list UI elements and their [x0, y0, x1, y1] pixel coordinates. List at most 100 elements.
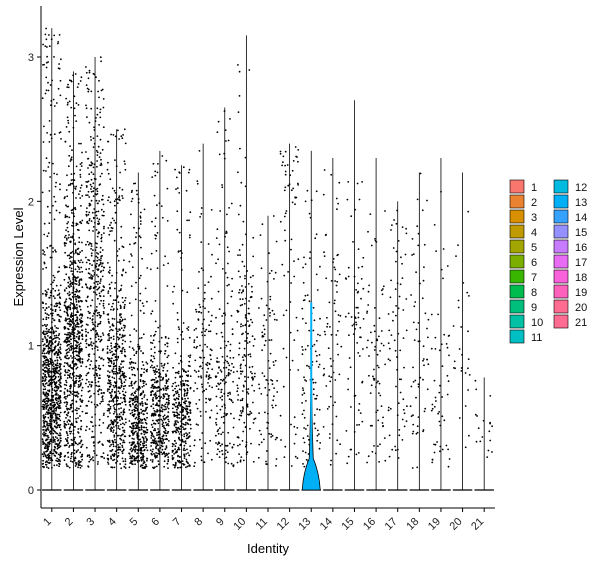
data-point	[389, 359, 391, 362]
data-point	[141, 442, 144, 445]
data-point	[263, 375, 266, 378]
data-point	[52, 439, 55, 442]
data-point	[58, 366, 61, 368]
data-point	[250, 442, 252, 445]
data-point	[236, 390, 239, 393]
data-point	[80, 76, 83, 79]
data-point	[101, 396, 103, 399]
data-point	[216, 131, 219, 134]
data-point	[44, 394, 47, 397]
data-point	[91, 211, 94, 214]
data-point	[106, 347, 109, 350]
data-point	[153, 351, 156, 354]
data-point	[95, 229, 98, 231]
data-point	[224, 129, 227, 132]
data-point	[53, 34, 56, 37]
data-point	[86, 359, 89, 362]
data-point	[68, 234, 70, 236]
data-point	[210, 349, 213, 352]
data-point	[134, 449, 136, 452]
data-point	[124, 418, 127, 420]
data-point	[388, 329, 391, 332]
data-point	[248, 325, 251, 328]
data-point	[75, 354, 78, 357]
data-point	[52, 361, 54, 364]
data-point	[134, 390, 137, 392]
data-point	[130, 397, 133, 400]
data-point	[48, 342, 50, 345]
data-point	[97, 220, 100, 223]
data-point	[114, 382, 117, 385]
data-point	[136, 432, 139, 435]
data-point	[102, 312, 105, 315]
data-point	[252, 274, 254, 277]
data-point	[92, 275, 94, 278]
data-point	[76, 322, 79, 325]
data-point	[279, 220, 282, 223]
data-point	[199, 216, 202, 218]
data-point	[239, 370, 242, 373]
data-point	[57, 458, 60, 461]
data-point	[160, 442, 163, 444]
data-point	[185, 437, 188, 440]
data-point	[73, 383, 76, 385]
data-point	[97, 145, 100, 148]
data-point	[162, 397, 165, 400]
data-point	[122, 422, 124, 425]
data-point	[78, 281, 80, 283]
data-point	[117, 444, 119, 446]
data-point	[240, 456, 243, 458]
data-point	[87, 358, 90, 361]
data-point	[141, 302, 144, 305]
data-point	[64, 423, 67, 425]
data-point	[355, 453, 358, 456]
data-point	[71, 302, 74, 305]
data-point	[57, 349, 60, 351]
data-point	[153, 429, 155, 432]
data-point	[182, 408, 185, 411]
data-point	[121, 296, 124, 299]
data-point	[101, 198, 103, 201]
data-point	[64, 355, 66, 358]
data-point	[95, 149, 98, 152]
data-point	[90, 190, 93, 193]
data-point	[45, 352, 48, 354]
data-point	[152, 355, 155, 358]
data-point	[145, 439, 148, 442]
data-point	[150, 341, 152, 344]
data-point	[120, 467, 123, 470]
data-point	[46, 392, 49, 395]
data-point	[44, 337, 47, 339]
data-point	[252, 422, 255, 424]
data-point	[79, 451, 82, 454]
data-point	[131, 392, 134, 395]
data-point	[51, 317, 54, 320]
data-point	[66, 239, 68, 241]
data-point	[76, 228, 79, 231]
data-point	[133, 408, 136, 411]
data-point	[401, 262, 403, 265]
data-point	[55, 209, 58, 212]
data-point	[69, 145, 71, 148]
data-point	[109, 405, 112, 408]
data-point	[172, 411, 175, 414]
data-point	[183, 447, 186, 450]
data-point	[43, 425, 46, 428]
data-point	[237, 394, 240, 396]
data-point	[378, 392, 380, 394]
data-point	[66, 436, 69, 439]
data-point	[114, 192, 117, 194]
data-point	[157, 326, 160, 329]
data-point	[348, 334, 350, 337]
data-point	[79, 261, 81, 264]
data-point	[189, 354, 192, 357]
data-point	[140, 440, 142, 443]
data-point	[58, 132, 61, 134]
data-point	[293, 425, 296, 428]
data-point	[276, 319, 278, 321]
data-point	[67, 411, 70, 414]
data-point	[200, 459, 203, 462]
data-point	[79, 271, 81, 273]
data-point	[52, 412, 55, 415]
data-point	[328, 301, 331, 304]
